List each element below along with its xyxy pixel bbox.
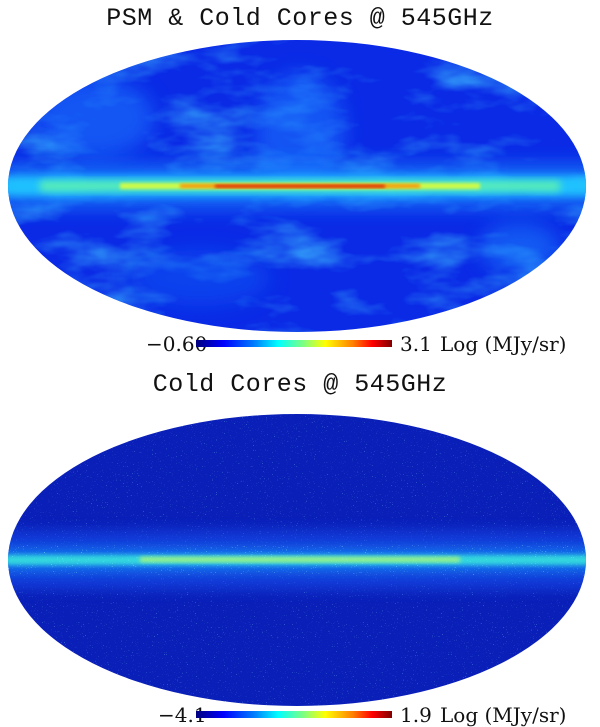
colorbar-2-max: 1.9	[400, 703, 432, 727]
colorbar-2-unit: Log (MJy/sr)	[440, 703, 567, 727]
colorbar-2: −4.1 1.9 Log (MJy/sr)	[0, 703, 600, 727]
sky-map-cold-cores	[8, 414, 586, 706]
map-1-title: PSM & Cold Cores @ 545GHz	[106, 4, 494, 33]
colorbar-1: −0.60 3.1 Log (MJy/sr)	[0, 332, 600, 356]
sky-map-psm-cold-cores	[8, 40, 586, 332]
colorbar-1-unit: Log (MJy/sr)	[440, 332, 567, 356]
colorbar-2-gradient	[196, 711, 392, 718]
colorbar-1-max: 3.1	[400, 332, 432, 356]
map-2-title: Cold Cores @ 545GHz	[152, 370, 448, 399]
colorbar-1-gradient	[196, 340, 392, 347]
